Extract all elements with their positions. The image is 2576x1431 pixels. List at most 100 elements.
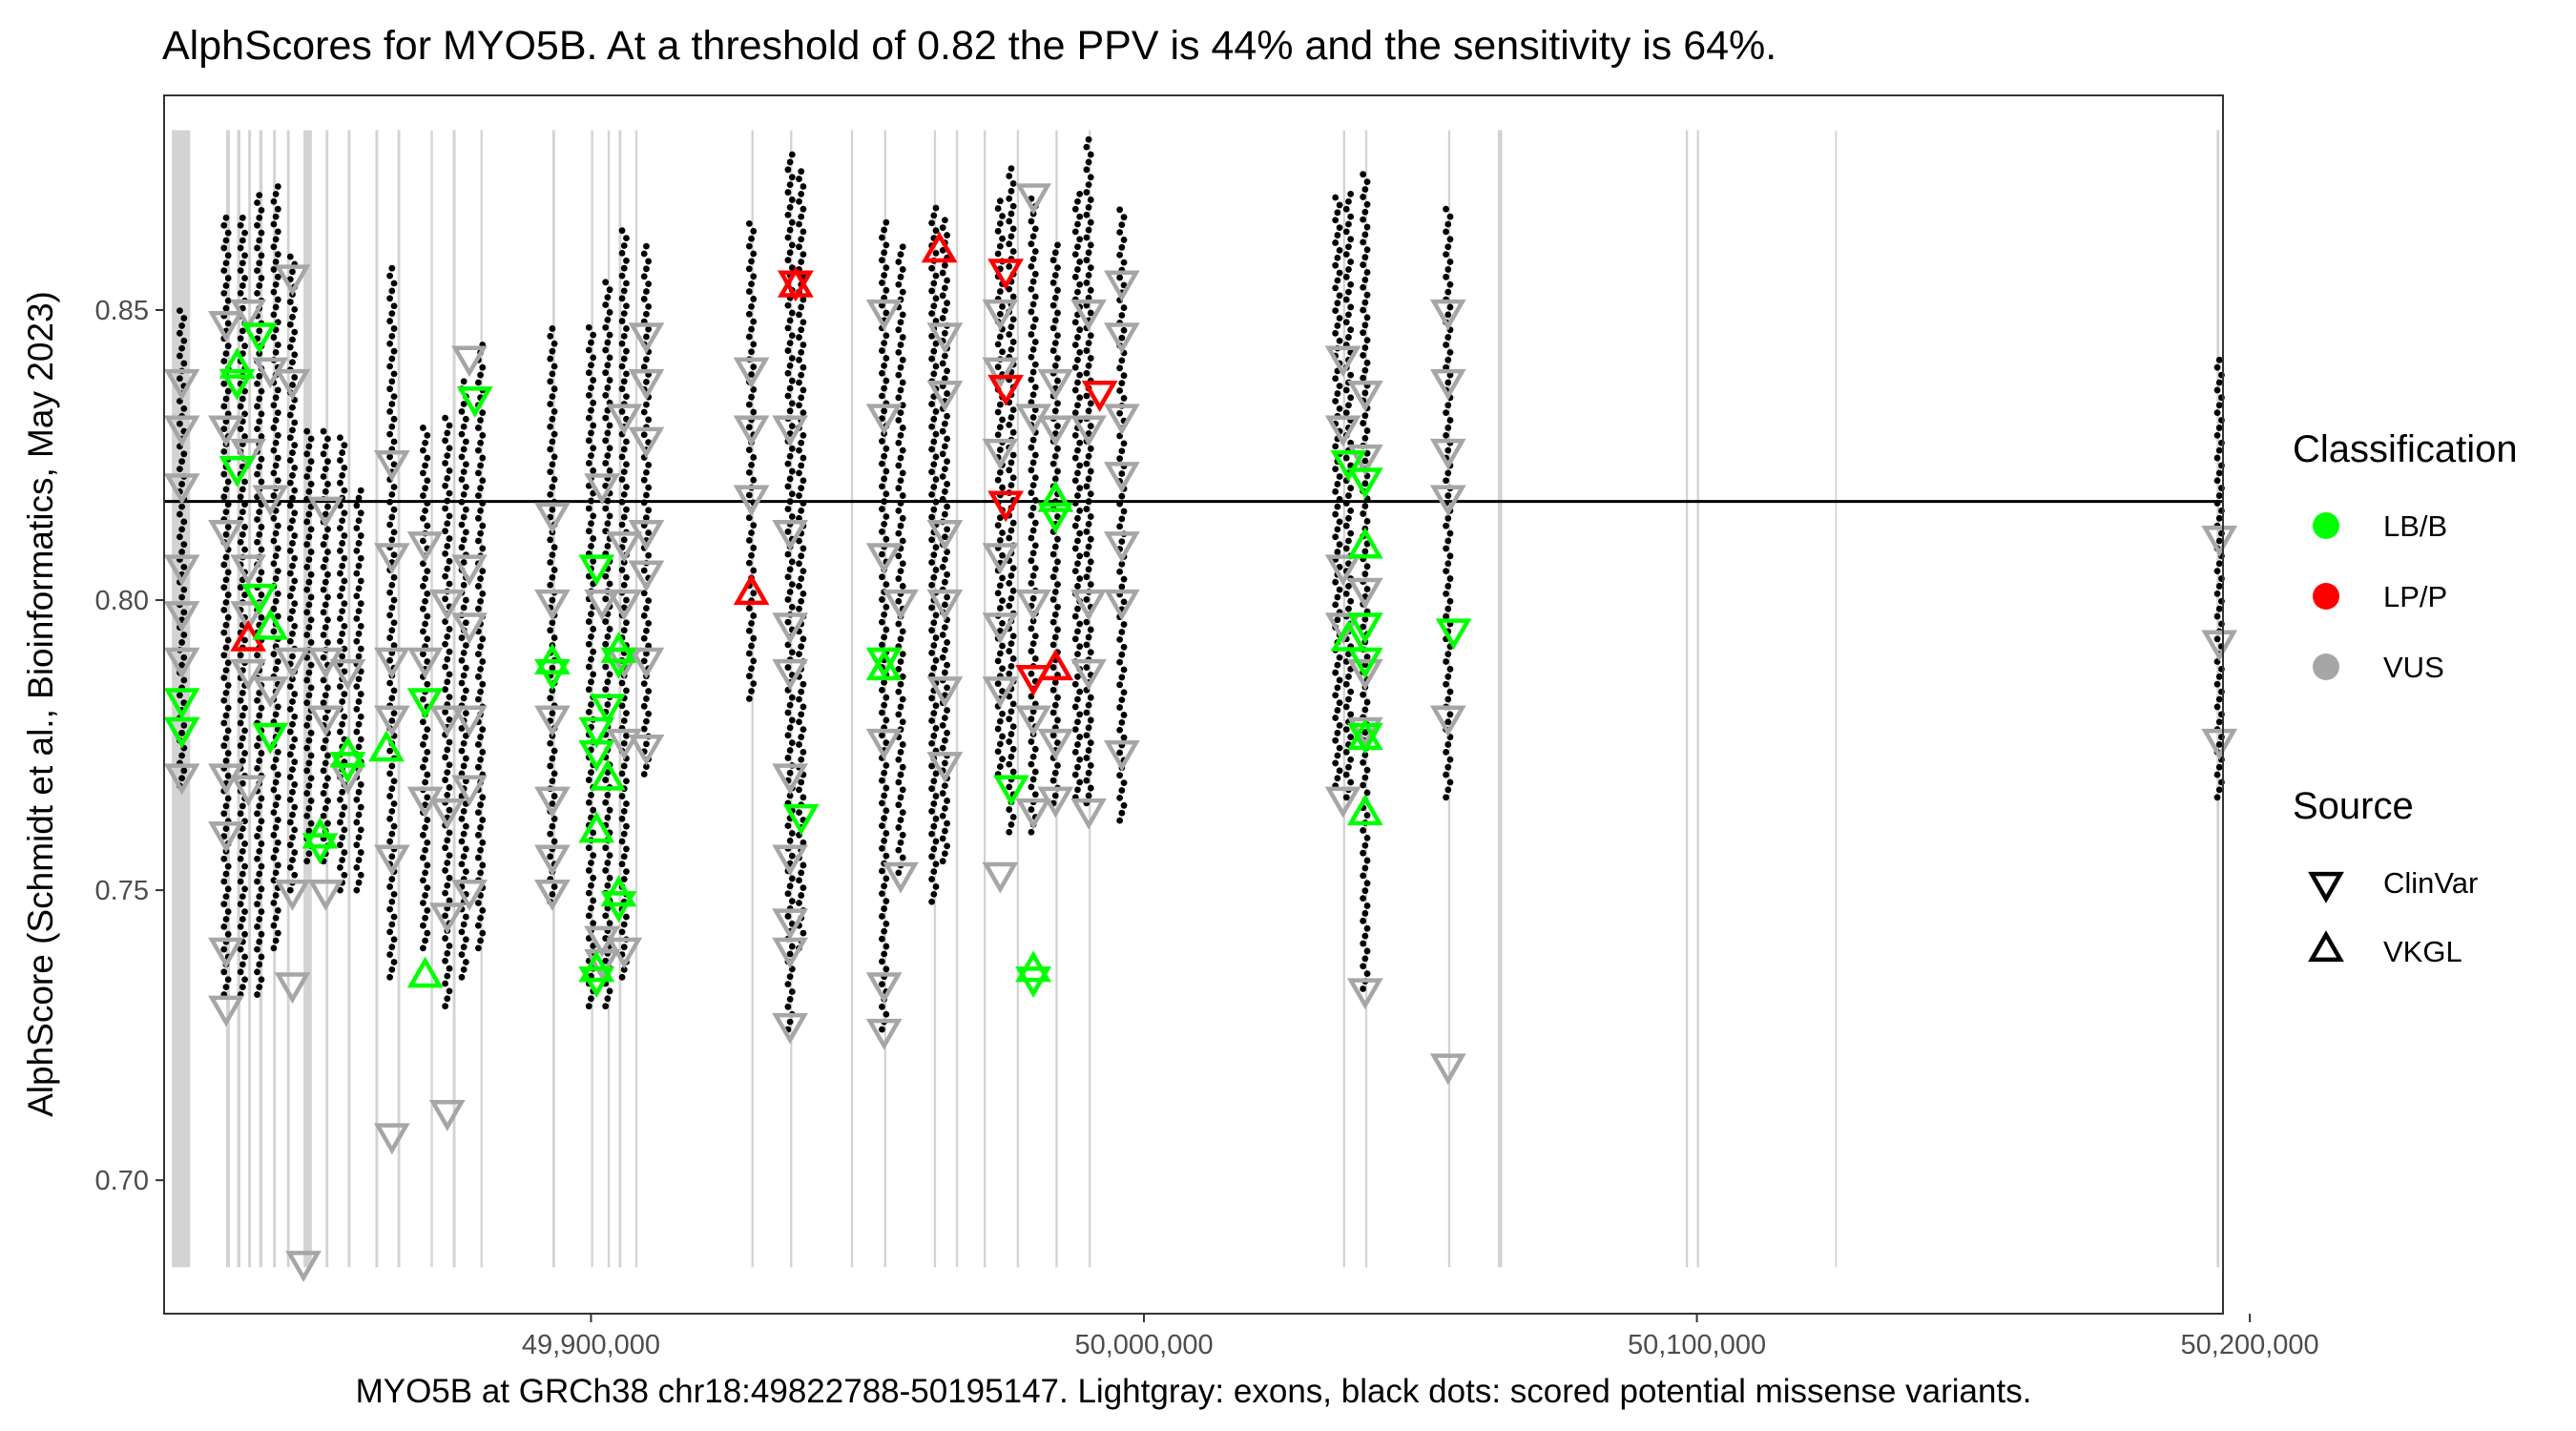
missense-dot xyxy=(1363,586,1371,592)
missense-dot xyxy=(289,788,296,796)
missense-dot xyxy=(286,457,294,464)
missense-dot xyxy=(585,709,592,716)
missense-dot xyxy=(994,205,1002,212)
missense-dot xyxy=(551,430,558,438)
missense-dot xyxy=(390,800,398,807)
missense-dot xyxy=(604,294,612,301)
missense-dot xyxy=(390,325,398,332)
missense-dot xyxy=(604,316,612,323)
missense-dot xyxy=(585,369,592,377)
missense-dot xyxy=(1028,716,1035,723)
missense-dot xyxy=(239,689,246,696)
missense-dot xyxy=(928,332,936,340)
missense-dot xyxy=(796,402,802,409)
missense-dot xyxy=(604,814,612,821)
lpp-variant-marker xyxy=(921,231,958,263)
missense-dot xyxy=(1444,786,1452,794)
missense-dot xyxy=(1444,492,1452,499)
missense-dot xyxy=(303,721,311,729)
missense-dot xyxy=(786,340,794,347)
missense-dot xyxy=(446,648,453,655)
missense-dot xyxy=(286,299,294,305)
lbb-variant-marker xyxy=(240,583,278,615)
missense-dot xyxy=(786,158,794,166)
missense-dot xyxy=(1049,777,1057,784)
missense-dot xyxy=(1083,755,1091,761)
missense-dot xyxy=(1028,331,1035,338)
missense-dot xyxy=(270,763,278,771)
missense-dot xyxy=(289,585,296,592)
missense-dot xyxy=(1332,510,1340,518)
missense-dot xyxy=(220,358,228,364)
missense-dot xyxy=(442,889,448,897)
missense-dot xyxy=(547,378,554,385)
missense-dot xyxy=(274,251,281,259)
missense-dot xyxy=(1444,469,1452,477)
missense-dot xyxy=(1446,280,1454,288)
missense-dot xyxy=(1054,309,1061,317)
vus-variant-marker xyxy=(534,844,571,877)
missense-dot xyxy=(620,355,628,363)
missense-dot xyxy=(1363,359,1371,366)
missense-dot xyxy=(1334,209,1341,217)
missense-dot xyxy=(1363,970,1371,978)
missense-dot xyxy=(879,506,885,512)
vus-variant-marker xyxy=(628,519,665,551)
missense-dot xyxy=(339,471,346,479)
missense-dot xyxy=(386,453,394,461)
missense-dot xyxy=(585,663,592,671)
missense-dot xyxy=(590,920,597,927)
missense-dot xyxy=(788,852,796,860)
missense-dot xyxy=(796,469,802,477)
vus-variant-marker xyxy=(307,879,344,911)
missense-dot xyxy=(1334,616,1341,624)
missense-dot xyxy=(1074,492,1081,499)
missense-dot xyxy=(446,874,453,881)
missense-dot xyxy=(1083,211,1091,218)
missense-dot xyxy=(748,280,755,288)
missense-dot xyxy=(305,601,313,609)
missense-dot xyxy=(606,920,613,927)
missense-dot xyxy=(324,549,331,555)
missense-dot xyxy=(899,673,906,680)
missense-dot xyxy=(623,393,630,401)
missense-dot xyxy=(270,922,278,929)
missense-dot xyxy=(602,663,610,671)
missense-dot xyxy=(479,906,487,914)
missense-dot xyxy=(1076,326,1084,334)
missense-dot xyxy=(237,244,244,252)
missense-dot xyxy=(337,457,343,464)
missense-dot xyxy=(879,1003,885,1010)
missense-dot xyxy=(272,914,280,922)
missense-dot xyxy=(750,634,758,642)
missense-dot xyxy=(224,297,232,304)
vus-variant-marker xyxy=(1429,299,1466,331)
missense-dot xyxy=(1116,274,1124,281)
missense-dot xyxy=(1446,348,1454,356)
missense-dot xyxy=(928,830,936,838)
missense-dot xyxy=(1083,143,1091,151)
missense-dot xyxy=(620,921,628,928)
missense-dot xyxy=(477,417,484,424)
missense-dot xyxy=(274,568,281,575)
missense-dot xyxy=(1336,224,1343,232)
missense-dot xyxy=(800,363,807,371)
missense-dot xyxy=(606,286,613,294)
missense-dot xyxy=(1334,729,1341,736)
missense-dot xyxy=(1345,492,1352,499)
missense-dot xyxy=(930,347,938,355)
missense-dot xyxy=(941,329,948,337)
missense-dot xyxy=(1342,454,1350,462)
missense-dot xyxy=(270,605,278,612)
missense-dot xyxy=(999,551,1006,559)
missense-dot xyxy=(241,885,248,893)
missense-dot xyxy=(1361,615,1369,623)
missense-dot xyxy=(241,252,248,259)
missense-dot xyxy=(879,686,885,694)
missense-dot xyxy=(930,212,938,219)
vus-variant-marker xyxy=(163,368,200,401)
lpp-variant-marker xyxy=(1081,381,1118,412)
missense-dot xyxy=(786,203,794,211)
missense-dot xyxy=(1334,277,1341,284)
missense-dot xyxy=(640,702,648,710)
